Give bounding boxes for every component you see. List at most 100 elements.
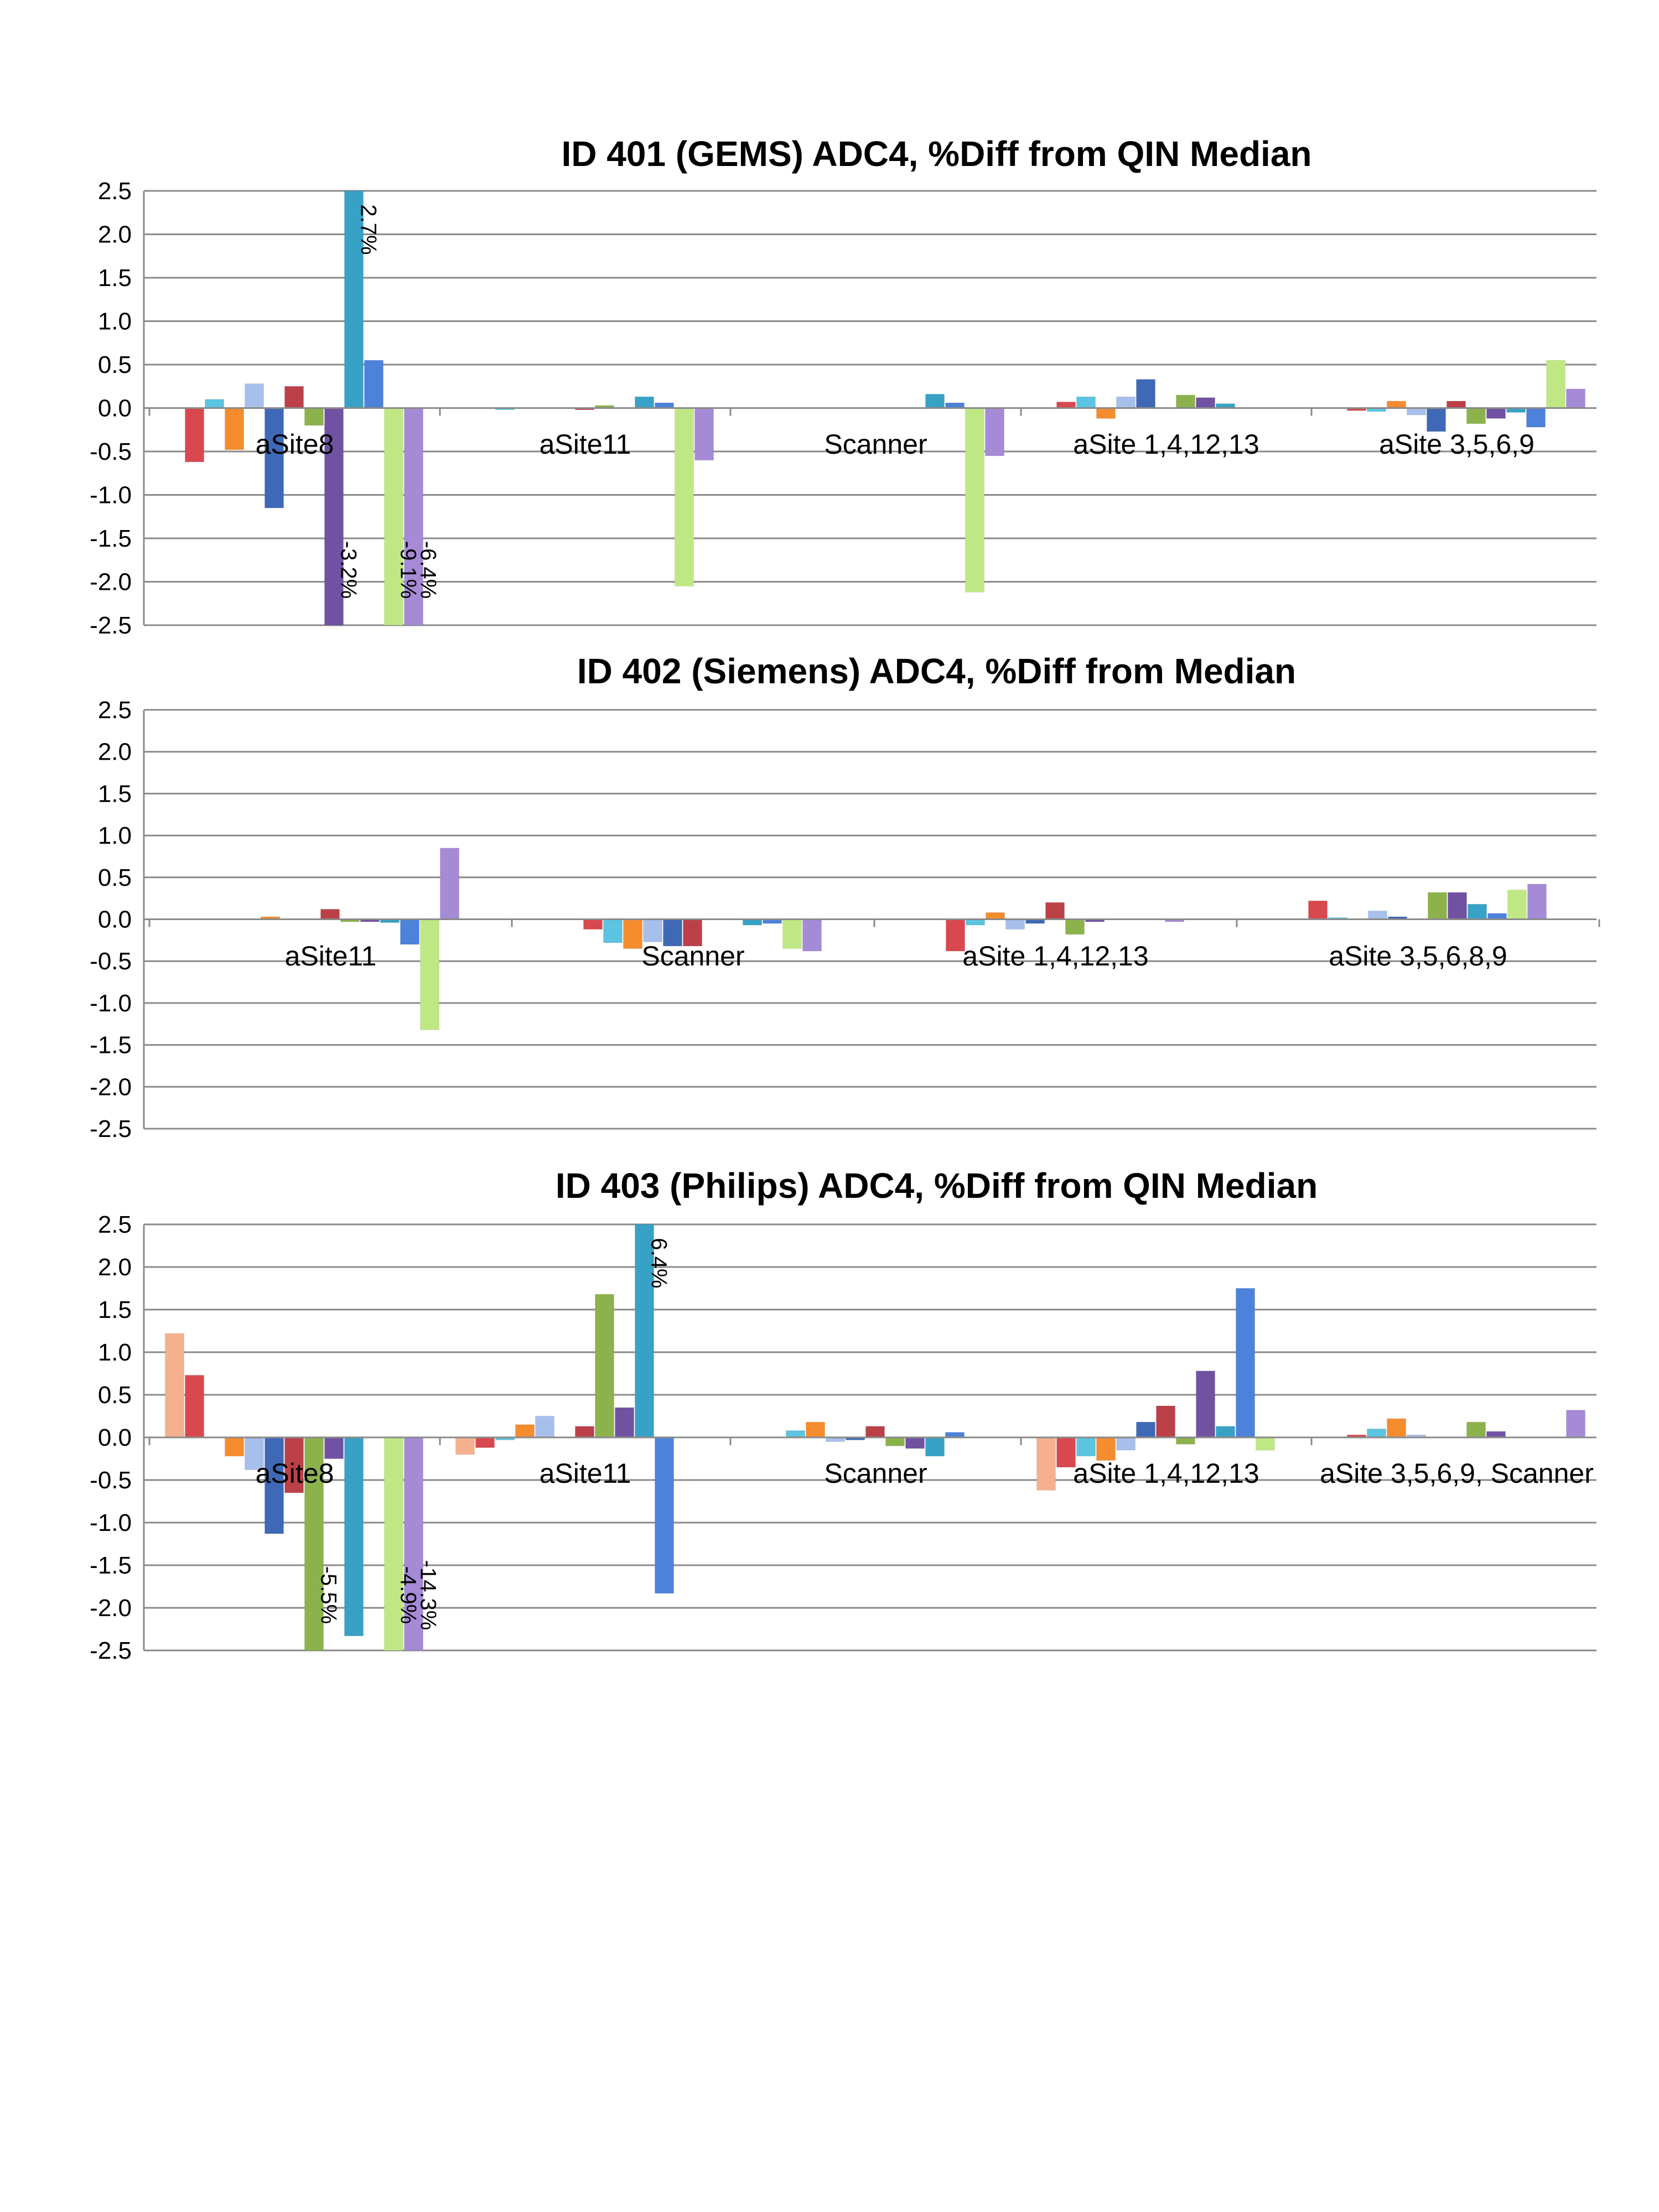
bar xyxy=(1526,408,1546,428)
y-tick-label: 1.0 xyxy=(98,822,132,849)
y-tick-label: -2.5 xyxy=(90,1637,132,1664)
category-label: aSite11 xyxy=(285,941,377,972)
bar xyxy=(1136,379,1155,409)
bar xyxy=(1096,1437,1116,1461)
bar xyxy=(925,393,945,409)
bar xyxy=(1428,892,1447,920)
bar xyxy=(1045,902,1065,920)
bar xyxy=(185,1375,204,1438)
bar xyxy=(364,360,383,409)
bar xyxy=(782,919,802,949)
category-label: aSite 3,5,6,9 xyxy=(1379,429,1534,460)
chart-1: ID 401 (GEMS) ADC4, %Diff from QIN Media… xyxy=(90,134,1596,639)
bar xyxy=(1387,401,1406,409)
bar xyxy=(786,1430,805,1438)
y-tick-label: 1.0 xyxy=(98,1339,132,1366)
bar xyxy=(946,919,965,952)
bar xyxy=(1056,402,1076,409)
category-label: aSite8 xyxy=(256,429,334,460)
bar xyxy=(304,1437,324,1651)
bar xyxy=(400,919,419,945)
bar xyxy=(1176,394,1195,409)
bar xyxy=(1036,1437,1056,1491)
chart-2: ID 402 (Siemens) ADC4, %Diff from Median… xyxy=(90,651,1600,1143)
bar xyxy=(1546,360,1565,409)
data-label: -9.1% xyxy=(396,541,421,599)
bar xyxy=(615,1407,634,1438)
bar xyxy=(743,919,762,926)
bar xyxy=(225,408,244,450)
data-label: -14.3% xyxy=(416,1560,440,1631)
bar xyxy=(635,396,654,409)
bar xyxy=(865,1426,885,1438)
bar xyxy=(1196,397,1215,408)
y-tick-label: 0.0 xyxy=(98,906,132,933)
bar xyxy=(1176,1437,1195,1445)
bar xyxy=(1156,1405,1175,1438)
bar xyxy=(344,190,364,408)
y-tick-label: 2.5 xyxy=(98,697,132,724)
bar xyxy=(1468,904,1487,920)
bar xyxy=(635,1224,654,1438)
bar xyxy=(1308,900,1328,920)
y-tick-label: -2.0 xyxy=(90,1073,132,1100)
bar xyxy=(384,408,403,626)
bar xyxy=(1487,913,1507,920)
y-tick-label: 1.5 xyxy=(98,780,132,807)
category-label: aSite11 xyxy=(540,429,631,460)
bar xyxy=(595,1294,614,1438)
bar xyxy=(1387,1418,1406,1438)
bar xyxy=(802,919,822,952)
bar xyxy=(420,919,439,1030)
y-tick-label: 0.0 xyxy=(98,395,132,422)
category-label: aSite 3,5,6,8,9 xyxy=(1329,941,1507,972)
bar xyxy=(1566,1410,1585,1438)
bar xyxy=(265,408,284,508)
category-label: aSite 1,4,12,13 xyxy=(962,941,1148,972)
bar xyxy=(1466,1421,1486,1438)
bar xyxy=(675,408,694,586)
bar xyxy=(1256,1437,1275,1451)
bar xyxy=(265,1437,284,1534)
y-tick-label: -1.0 xyxy=(90,1509,132,1536)
bar xyxy=(583,919,603,930)
y-tick-label: 2.0 xyxy=(98,221,132,248)
chart-3: ID 403 (Philips) ADC4, %Diff from QIN Me… xyxy=(90,1166,1596,1664)
bar xyxy=(304,408,324,426)
bar xyxy=(1236,1288,1255,1438)
bar xyxy=(225,1437,244,1457)
bar xyxy=(623,919,642,949)
bar xyxy=(1136,1421,1155,1438)
y-tick-label: -2.5 xyxy=(90,612,132,639)
bar xyxy=(535,1416,554,1438)
bar xyxy=(1368,910,1387,920)
category-label: Scanner xyxy=(824,1458,927,1489)
data-label: -3.2% xyxy=(336,541,361,599)
bar xyxy=(655,1437,674,1594)
data-label: -5.5% xyxy=(317,1566,341,1624)
y-tick-label: -0.5 xyxy=(90,438,132,465)
bar xyxy=(1407,408,1426,416)
y-tick-label: -1.5 xyxy=(90,1032,132,1059)
bar xyxy=(320,908,340,920)
bar xyxy=(643,919,662,942)
y-tick-label: -0.5 xyxy=(90,1467,132,1494)
category-label: aSite 3,5,6,9, Scanner xyxy=(1320,1458,1594,1489)
bar xyxy=(683,919,702,947)
bar xyxy=(603,919,623,943)
bar xyxy=(806,1421,825,1438)
bar xyxy=(1076,1437,1096,1457)
bar xyxy=(245,1437,264,1471)
bar xyxy=(885,1437,905,1446)
bar xyxy=(440,848,459,920)
bar xyxy=(1096,408,1116,419)
y-tick-label: 0.0 xyxy=(98,1424,132,1451)
data-label: -4.9% xyxy=(396,1566,421,1624)
category-label: Scanner xyxy=(641,941,744,972)
category-label: aSite8 xyxy=(256,1458,334,1489)
bar xyxy=(1196,1370,1215,1438)
chart-title: ID 403 (Philips) ADC4, %Diff from QIN Me… xyxy=(556,1166,1318,1206)
y-tick-label: -0.5 xyxy=(90,948,132,975)
